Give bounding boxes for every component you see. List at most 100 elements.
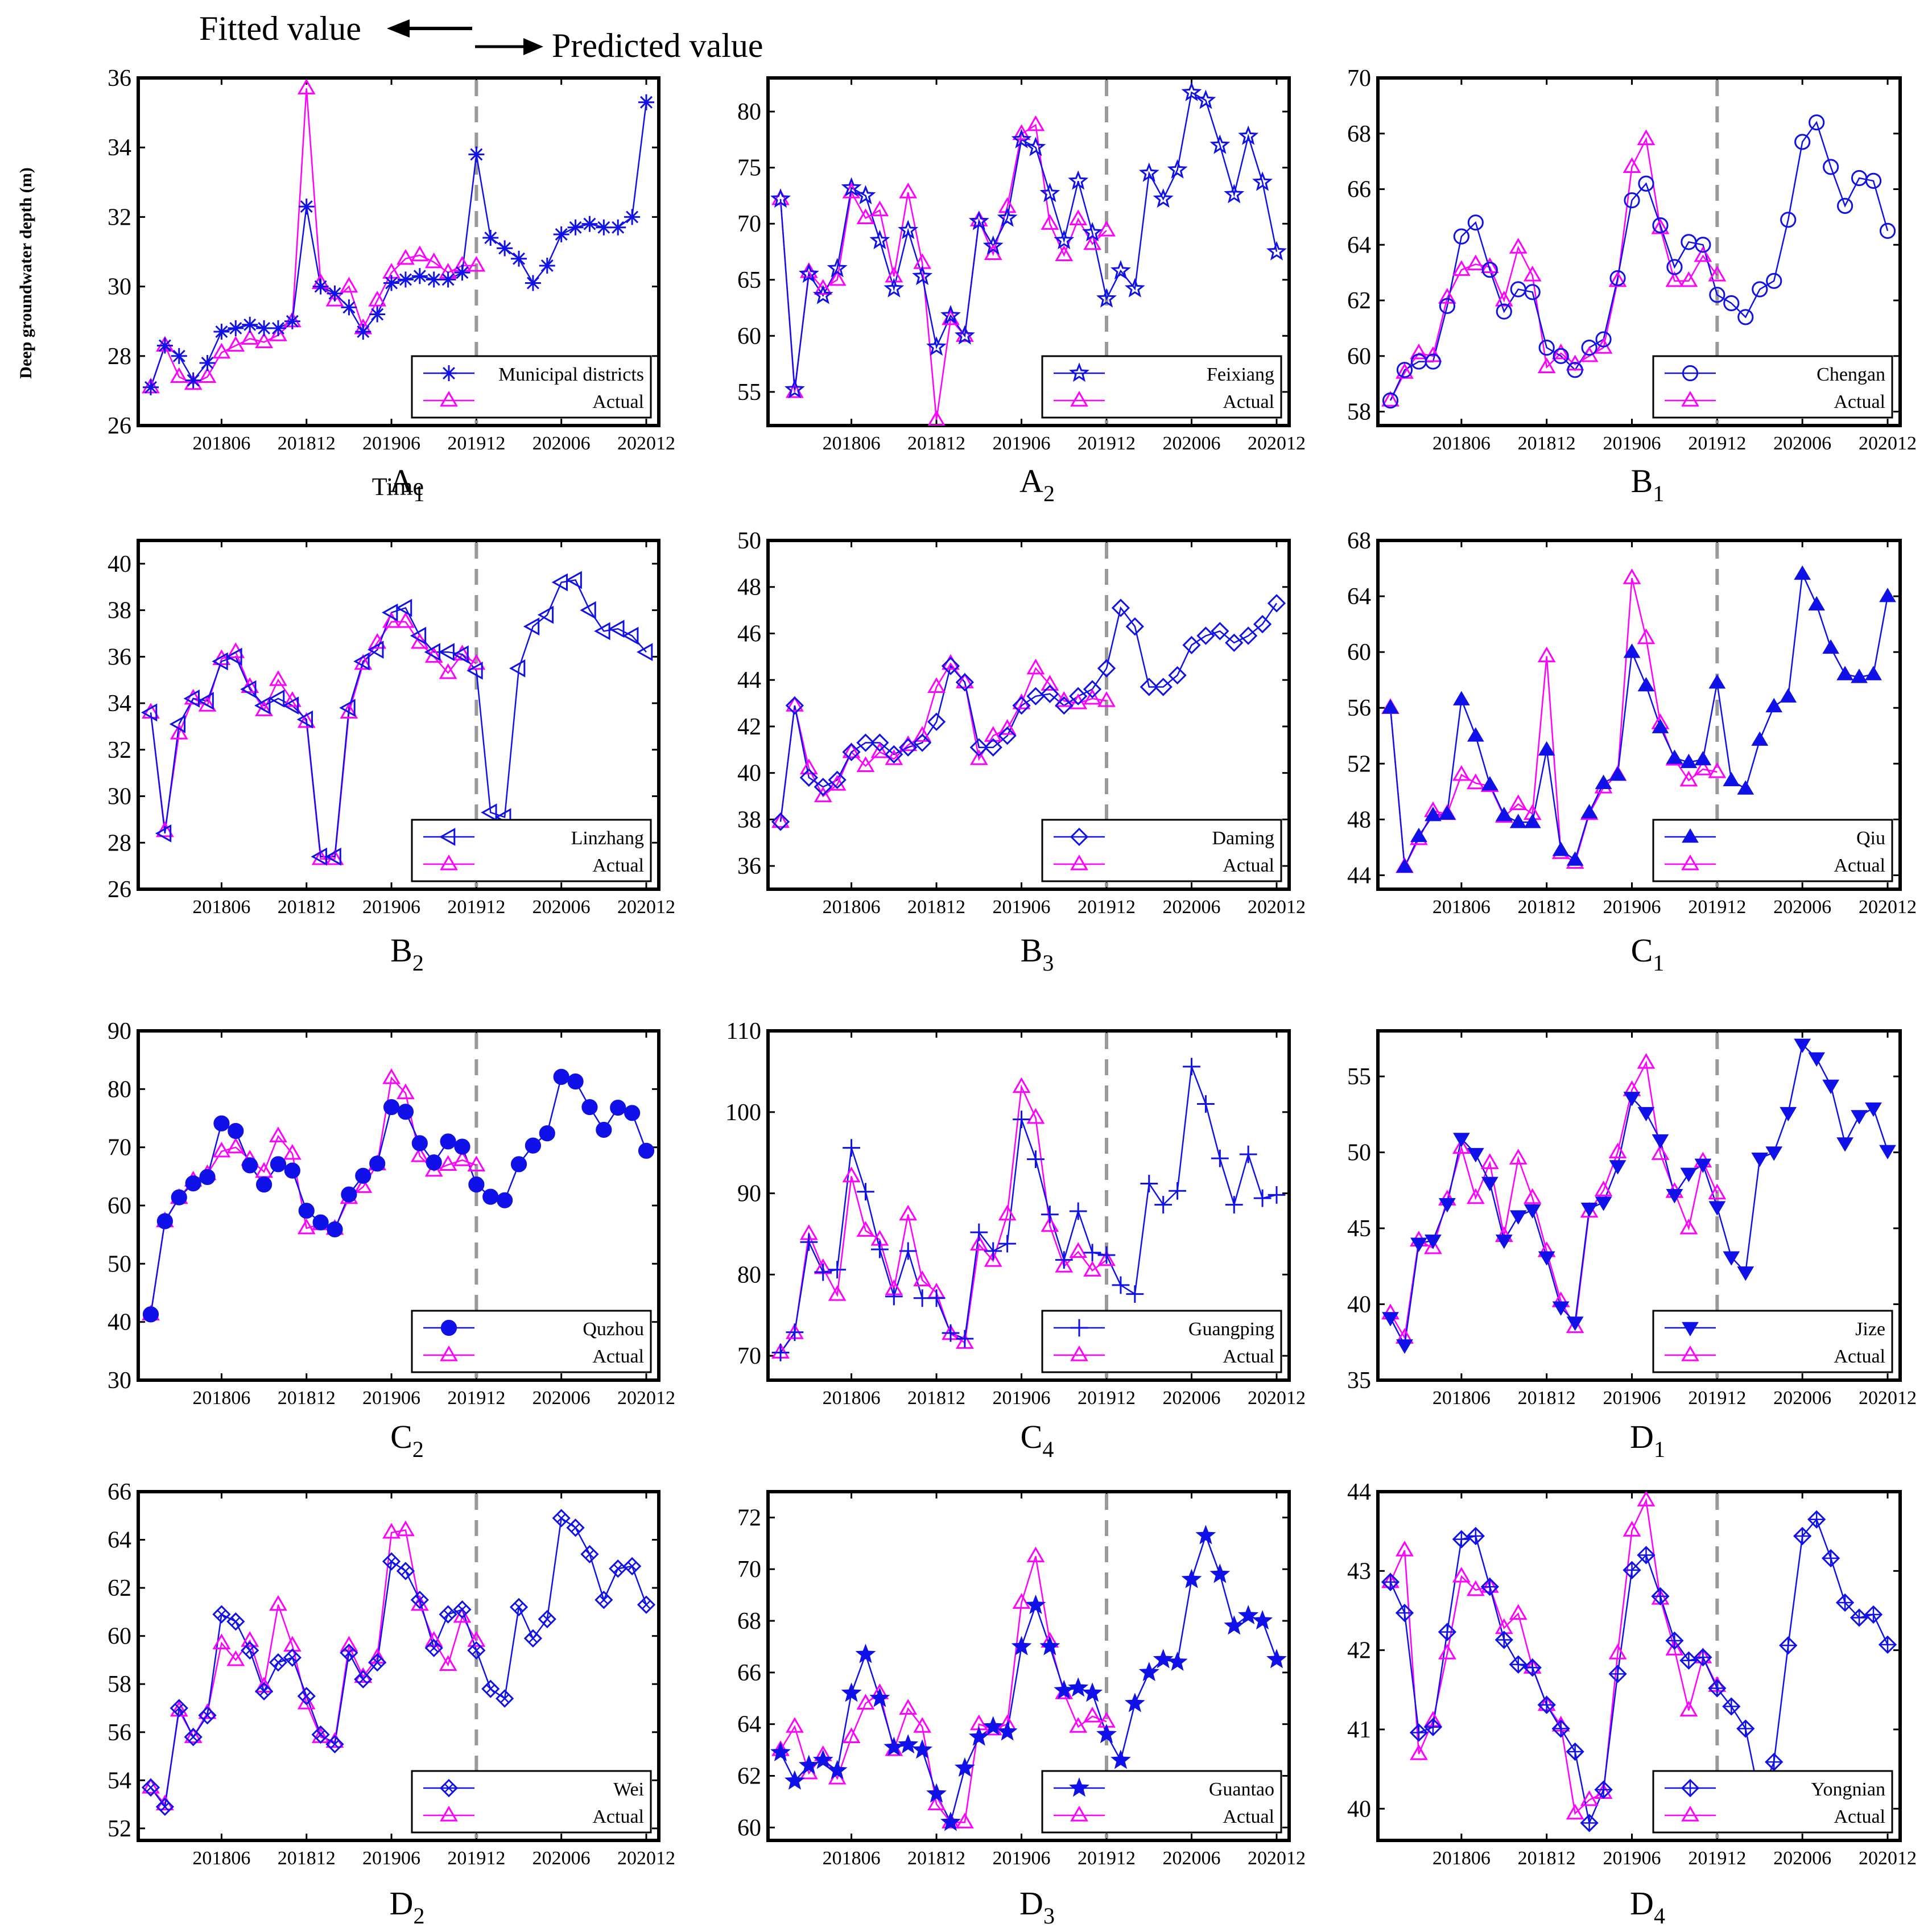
actual-point	[1509, 238, 1528, 254]
fitted-value-label: Fitted value	[199, 10, 361, 47]
x-tick-label: 202006	[1163, 433, 1221, 454]
legend-actual-label: Actual	[1223, 391, 1274, 412]
model-point	[1396, 858, 1413, 873]
x-tick-label: 201912	[447, 433, 505, 454]
panel-label: B1	[1631, 463, 1665, 506]
actual-point	[1452, 1138, 1471, 1154]
x-tick-label: 202012	[1248, 1848, 1306, 1869]
model-point	[1580, 1814, 1599, 1832]
model-point	[828, 770, 847, 790]
model-point	[828, 1261, 847, 1279]
x-tick-label: 202006	[1773, 897, 1831, 918]
actual-point	[1495, 291, 1513, 307]
legend-box	[1652, 819, 1893, 882]
x-tick-label: 201812	[907, 1848, 965, 1869]
actual-point	[899, 183, 918, 199]
model-point	[1466, 1526, 1485, 1546]
model-point	[869, 1687, 890, 1707]
legend-model-marker	[1682, 1322, 1699, 1336]
model-point	[1609, 1160, 1626, 1175]
model-point	[298, 1203, 315, 1219]
y-tick-label: 66	[737, 1660, 761, 1686]
model-point	[1481, 776, 1498, 791]
x-tick-label: 201912	[1078, 1848, 1136, 1869]
actual-point	[1466, 773, 1485, 790]
model-point	[185, 1175, 201, 1192]
model-point	[552, 1509, 571, 1528]
legend-actual-marker	[440, 390, 458, 407]
model-point	[927, 1289, 946, 1307]
model-point	[1822, 639, 1839, 654]
actual-point	[1069, 209, 1088, 225]
actual-point	[1623, 568, 1641, 584]
model-point	[799, 768, 818, 787]
x-tick-label: 201912	[1688, 433, 1746, 454]
legend-model-label: Guangping	[1188, 1319, 1274, 1340]
y-tick-label: 64	[1347, 232, 1371, 258]
model-point	[213, 324, 230, 340]
model-point	[1779, 1636, 1798, 1655]
panels: 26 28 30 32 34 36 201806 201812 201906 201912 2020…	[108, 65, 1917, 1929]
model-point	[171, 348, 187, 364]
actual-point	[397, 1083, 415, 1100]
legend: Guantao Actual	[1041, 1770, 1282, 1834]
model-point	[608, 620, 625, 638]
actual-point	[913, 1270, 932, 1286]
x-tick-label: 201912	[447, 897, 505, 918]
panel-label: C4	[1021, 1418, 1054, 1462]
y-tick-label: 62	[1347, 288, 1371, 314]
actual-point	[1466, 1580, 1485, 1596]
legend-actual-label: Actual	[592, 1806, 644, 1827]
x-tick-label: 201812	[278, 1848, 336, 1869]
model-point	[156, 337, 173, 354]
actual-point	[269, 325, 287, 341]
actual-point	[382, 1522, 401, 1539]
model-point	[525, 1137, 542, 1154]
model-point	[143, 379, 159, 395]
model-point	[1025, 1594, 1046, 1615]
actual-point	[269, 1595, 287, 1611]
x-tick-label: 201912	[447, 1848, 505, 1869]
model-point	[1140, 1175, 1158, 1192]
model-point	[1694, 1648, 1712, 1667]
model-point	[784, 1770, 805, 1790]
actual-point	[1083, 688, 1102, 705]
x-axis-label: Time	[372, 473, 424, 501]
model-point	[1752, 281, 1768, 298]
y-tick-label: 35	[1347, 1368, 1371, 1394]
model-point	[296, 710, 313, 729]
model-point	[1495, 1235, 1513, 1249]
actual-point	[439, 1155, 457, 1171]
x-tick-label: 201806	[192, 897, 250, 918]
model-point	[438, 643, 455, 662]
x-tick-label: 201906	[993, 433, 1051, 454]
model-point	[311, 1725, 330, 1744]
model-point	[183, 690, 200, 708]
y-tick-label: 26	[108, 413, 131, 439]
actual-point	[1509, 1149, 1528, 1165]
model-point	[397, 1104, 414, 1120]
y-tick-label: 60	[737, 1815, 761, 1841]
model-point	[482, 230, 499, 246]
model-point	[814, 1263, 832, 1281]
plot-area	[142, 1068, 655, 1323]
model-point	[856, 733, 875, 752]
predicted-value-label: Predicted value	[552, 27, 763, 64]
y-tick-label: 28	[108, 344, 131, 370]
y-tick-label: 44	[1347, 1479, 1371, 1505]
actual-point	[325, 291, 344, 307]
model-point	[1495, 1630, 1513, 1649]
legend-model-label: Linzhang	[571, 828, 644, 849]
x-tick-label: 201912	[447, 1388, 505, 1409]
model-point	[942, 1324, 960, 1342]
model-point	[1780, 688, 1797, 703]
model-point	[982, 1716, 1004, 1736]
actual-point	[283, 1143, 302, 1160]
x-tick-label: 202006	[532, 897, 591, 918]
x-tick-label: 201812	[907, 433, 965, 454]
y-tick-label: 62	[108, 1575, 131, 1601]
actual-point	[1466, 1188, 1485, 1204]
model-point	[1096, 1723, 1117, 1744]
model-point	[1381, 1572, 1400, 1591]
model-point	[1225, 1196, 1243, 1213]
